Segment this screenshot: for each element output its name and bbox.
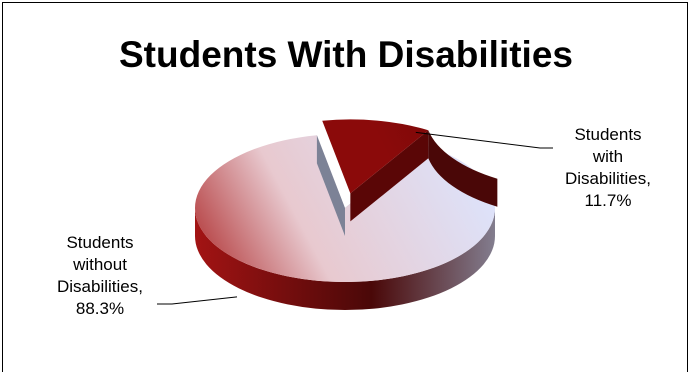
data-label-without-disabilities: Students without Disabilities, 88.3% (10, 232, 190, 320)
data-label-line: without (10, 254, 190, 276)
data-label-line: with (538, 146, 678, 168)
data-label-line: Students (10, 232, 190, 254)
data-label-line: Disabilities, (10, 276, 190, 298)
data-label-line: 88.3% (10, 298, 190, 320)
data-label-line: Students (538, 124, 678, 146)
data-label-line: Disabilities, (538, 168, 678, 190)
data-label-with-disabilities: Students with Disabilities, 11.7% (538, 124, 678, 212)
data-label-line: 11.7% (538, 190, 678, 212)
